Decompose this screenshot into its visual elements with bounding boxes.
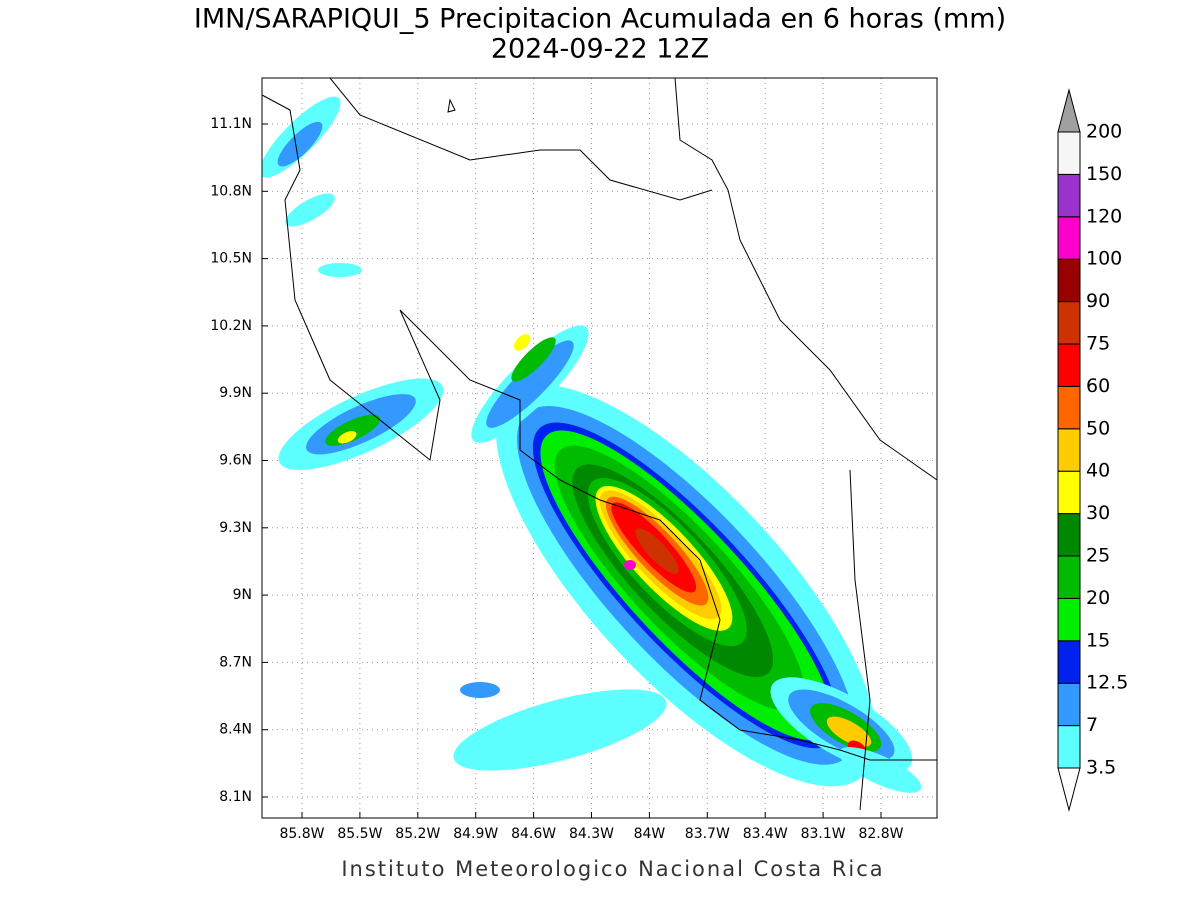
colorbar-label: 60 (1086, 375, 1110, 397)
colorbar-box (1057, 555, 1081, 599)
precipitation (262, 96, 922, 793)
colorbar-box (1057, 640, 1081, 684)
lon-label: 83.4W (743, 826, 788, 842)
coastlines (262, 78, 937, 811)
footer: Instituto Meteorologico Nacional Costa R… (341, 857, 884, 881)
colorbar-under (1057, 767, 1081, 812)
lat-label: 8.1N (219, 789, 252, 805)
lon-label: 82.8W (858, 826, 903, 842)
lon-label: 85.2W (395, 826, 440, 842)
colorbar-box (1057, 597, 1081, 642)
title: IMN/SARAPIQUI_5 Precipitacion Acumulada … (194, 4, 1006, 35)
colorbar-label: 50 (1086, 417, 1110, 439)
colorbar-label: 3.5 (1086, 757, 1116, 779)
colorbar-label: 40 (1086, 460, 1110, 482)
colorbar-label: 20 (1086, 587, 1110, 609)
colorbar-over (1057, 88, 1081, 133)
lat-label: 8.4N (219, 722, 252, 738)
map-frame (261, 77, 938, 819)
lat-label: 9.6N (219, 453, 252, 469)
colorbar-label: 90 (1086, 290, 1110, 312)
lat-label: 10.2N (210, 318, 252, 334)
colorbar-label: 150 (1086, 163, 1122, 185)
lat-label: 11.1N (210, 116, 252, 132)
colorbar-box (1057, 385, 1081, 430)
colorbar-box (1057, 470, 1081, 515)
lon-label: 83.7W (685, 826, 730, 842)
lat-label: 10.8N (210, 183, 252, 199)
lat-label: 9N (233, 587, 252, 603)
colorbar-label: 30 (1086, 502, 1110, 524)
lat-label: 9.3N (219, 520, 252, 536)
colorbar-label: 75 (1086, 333, 1110, 355)
colorbar-box (1057, 343, 1081, 387)
colorbar-box (1057, 216, 1081, 260)
colorbar-label: 25 (1086, 545, 1110, 567)
colorbar-label: 120 (1086, 205, 1122, 227)
colorbar-box (1057, 131, 1081, 175)
colorbar-label: 100 (1086, 248, 1122, 270)
colorbar-box (1057, 513, 1081, 557)
colorbar-label: 200 (1086, 121, 1122, 143)
colorbar-box (1057, 301, 1081, 345)
colorbar-label: 12.5 (1086, 672, 1128, 694)
lon-label: 84.9W (453, 826, 498, 842)
colorbar-box (1057, 428, 1081, 472)
lat-label: 10.5N (210, 251, 252, 267)
lon-label: 84W (634, 826, 666, 842)
lon-label: 85.5W (337, 826, 382, 842)
lon-label: 84.6W (511, 826, 556, 842)
lat-label: 8.7N (219, 654, 252, 670)
lon-label: 83.1W (801, 826, 846, 842)
colorbar-box (1057, 258, 1081, 303)
colorbar: 3.5 7 12.5 15 20 25 30 40 50 60 75 90 100 120 150 200 (1057, 88, 1128, 812)
colorbar-box (1057, 682, 1081, 727)
colorbar-label: 7 (1086, 714, 1098, 736)
colorbar-label: 15 (1086, 629, 1110, 651)
colorbar-box (1057, 173, 1081, 218)
subtitle: 2024-09-22 12Z (491, 34, 709, 65)
lon-label: 84.3W (569, 826, 614, 842)
lon-label: 85.8W (279, 826, 324, 842)
colorbar-box (1057, 725, 1081, 769)
lat-label: 9.9N (219, 385, 252, 401)
